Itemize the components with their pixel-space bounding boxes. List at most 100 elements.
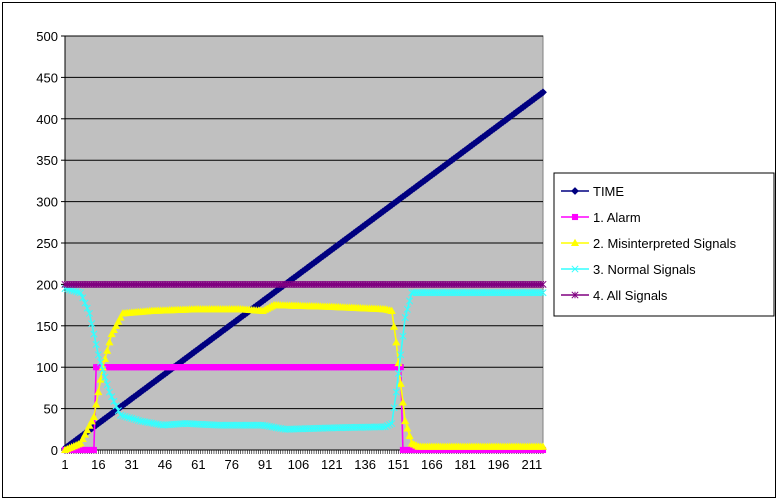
data-point: [406, 297, 414, 305]
data-point: [87, 417, 96, 425]
x-tick-label: 211: [522, 457, 543, 472]
data-point: [114, 317, 123, 325]
y-tick-label: 250: [36, 236, 58, 251]
data-point: [83, 304, 91, 312]
data-point: [387, 306, 396, 314]
data-point: [128, 414, 136, 422]
data-point: [83, 425, 92, 434]
data-point: [90, 446, 97, 454]
data-point: [539, 289, 547, 297]
legend-item: 1. Alarm: [561, 210, 641, 225]
y-tick-label: 150: [36, 319, 58, 334]
legend-item: TIME: [561, 184, 624, 199]
data-point: [117, 411, 125, 419]
data-point: [85, 421, 94, 429]
data-point: [401, 313, 409, 322]
legend-item: 4. All Signals: [561, 288, 668, 303]
data-point: [78, 434, 87, 443]
axes: 0 50 100 150 200 250 300 350 400 450 500 1 16 31 46 61 7…: [36, 29, 544, 472]
x-tick-label: 61: [191, 457, 205, 472]
series-2: [61, 364, 547, 454]
data-point: [114, 407, 122, 415]
legend-marker: [571, 187, 579, 195]
legend-label: 3. Normal Signals: [593, 262, 696, 277]
data-point: [90, 330, 98, 338]
y-tick-label: 500: [36, 29, 58, 44]
data-point: [107, 329, 116, 338]
y-tick-label: 100: [36, 360, 58, 375]
data-point: [130, 415, 138, 423]
data-point: [116, 313, 125, 321]
data-point: [81, 299, 89, 307]
data-point: [103, 346, 112, 354]
data-point: [76, 439, 85, 447]
y-tick-label: 200: [36, 277, 58, 292]
data-point: [392, 388, 400, 396]
data-point: [109, 325, 118, 333]
data-point: [68, 286, 76, 294]
data-point: [94, 387, 103, 396]
data-point: [403, 305, 411, 313]
data-point: [537, 289, 545, 297]
data-point: [125, 414, 134, 422]
data-point: [386, 421, 394, 429]
data-point: [389, 322, 399, 330]
legend-label: 1. Alarm: [593, 210, 641, 225]
data-point: [112, 321, 121, 329]
data-point: [121, 412, 129, 421]
series-5: [61, 280, 547, 288]
data-point: [101, 373, 109, 381]
legend-item: 3. Normal Signals: [561, 262, 696, 277]
data-point: [394, 369, 403, 377]
data-point: [112, 402, 120, 410]
y-tick-label: 400: [36, 112, 58, 127]
x-tick-label: 136: [354, 457, 376, 472]
data-point: [397, 351, 405, 359]
data-point: [401, 416, 410, 425]
data-point: [398, 398, 407, 406]
data-point: [392, 338, 401, 346]
data-point: [105, 388, 114, 396]
series-lines: [60, 88, 548, 454]
data-point: [538, 442, 548, 450]
legend-item: 2. Misinterpreted Signals: [561, 236, 737, 251]
x-tick-label: 106: [288, 457, 310, 472]
y-tick-label: 450: [36, 70, 58, 85]
x-tick-label: 76: [225, 457, 239, 472]
data-point: [77, 289, 85, 297]
data-point: [539, 88, 547, 97]
series-3: [60, 300, 548, 454]
data-point: [103, 381, 111, 389]
data-point: [85, 309, 94, 317]
data-point: [379, 423, 387, 431]
x-tick-label: 1: [61, 457, 68, 472]
data-point: [381, 423, 389, 431]
data-point: [405, 431, 414, 439]
x-tick-label: 166: [421, 457, 443, 472]
data-point: [119, 412, 127, 420]
data-point: [123, 413, 131, 421]
line-chart: 0 50 100 150 200 250 300 350 400 450 500 1 16 31 46 61 7…: [36, 29, 775, 472]
data-point: [110, 397, 118, 405]
data-point: [390, 404, 398, 412]
x-tick-label: 196: [488, 457, 510, 472]
legend-box: [553, 172, 775, 317]
data-point: [134, 416, 142, 424]
x-tick-label: 16: [91, 457, 105, 472]
x-tick-label: 121: [321, 457, 343, 472]
data-point: [70, 287, 78, 295]
data-point: [539, 280, 547, 288]
x-tick-label: 151: [388, 457, 410, 472]
data-point: [97, 358, 105, 366]
legend-label: 4. All Signals: [593, 288, 668, 303]
data-point: [108, 393, 116, 401]
data-point: [403, 424, 412, 432]
data-point: [92, 340, 100, 348]
data-point: [94, 351, 102, 359]
data-point: [92, 400, 101, 408]
y-tick-label: 50: [44, 402, 58, 417]
data-point: [79, 294, 87, 302]
data-point: [399, 332, 407, 340]
legend-marker: [571, 265, 579, 273]
